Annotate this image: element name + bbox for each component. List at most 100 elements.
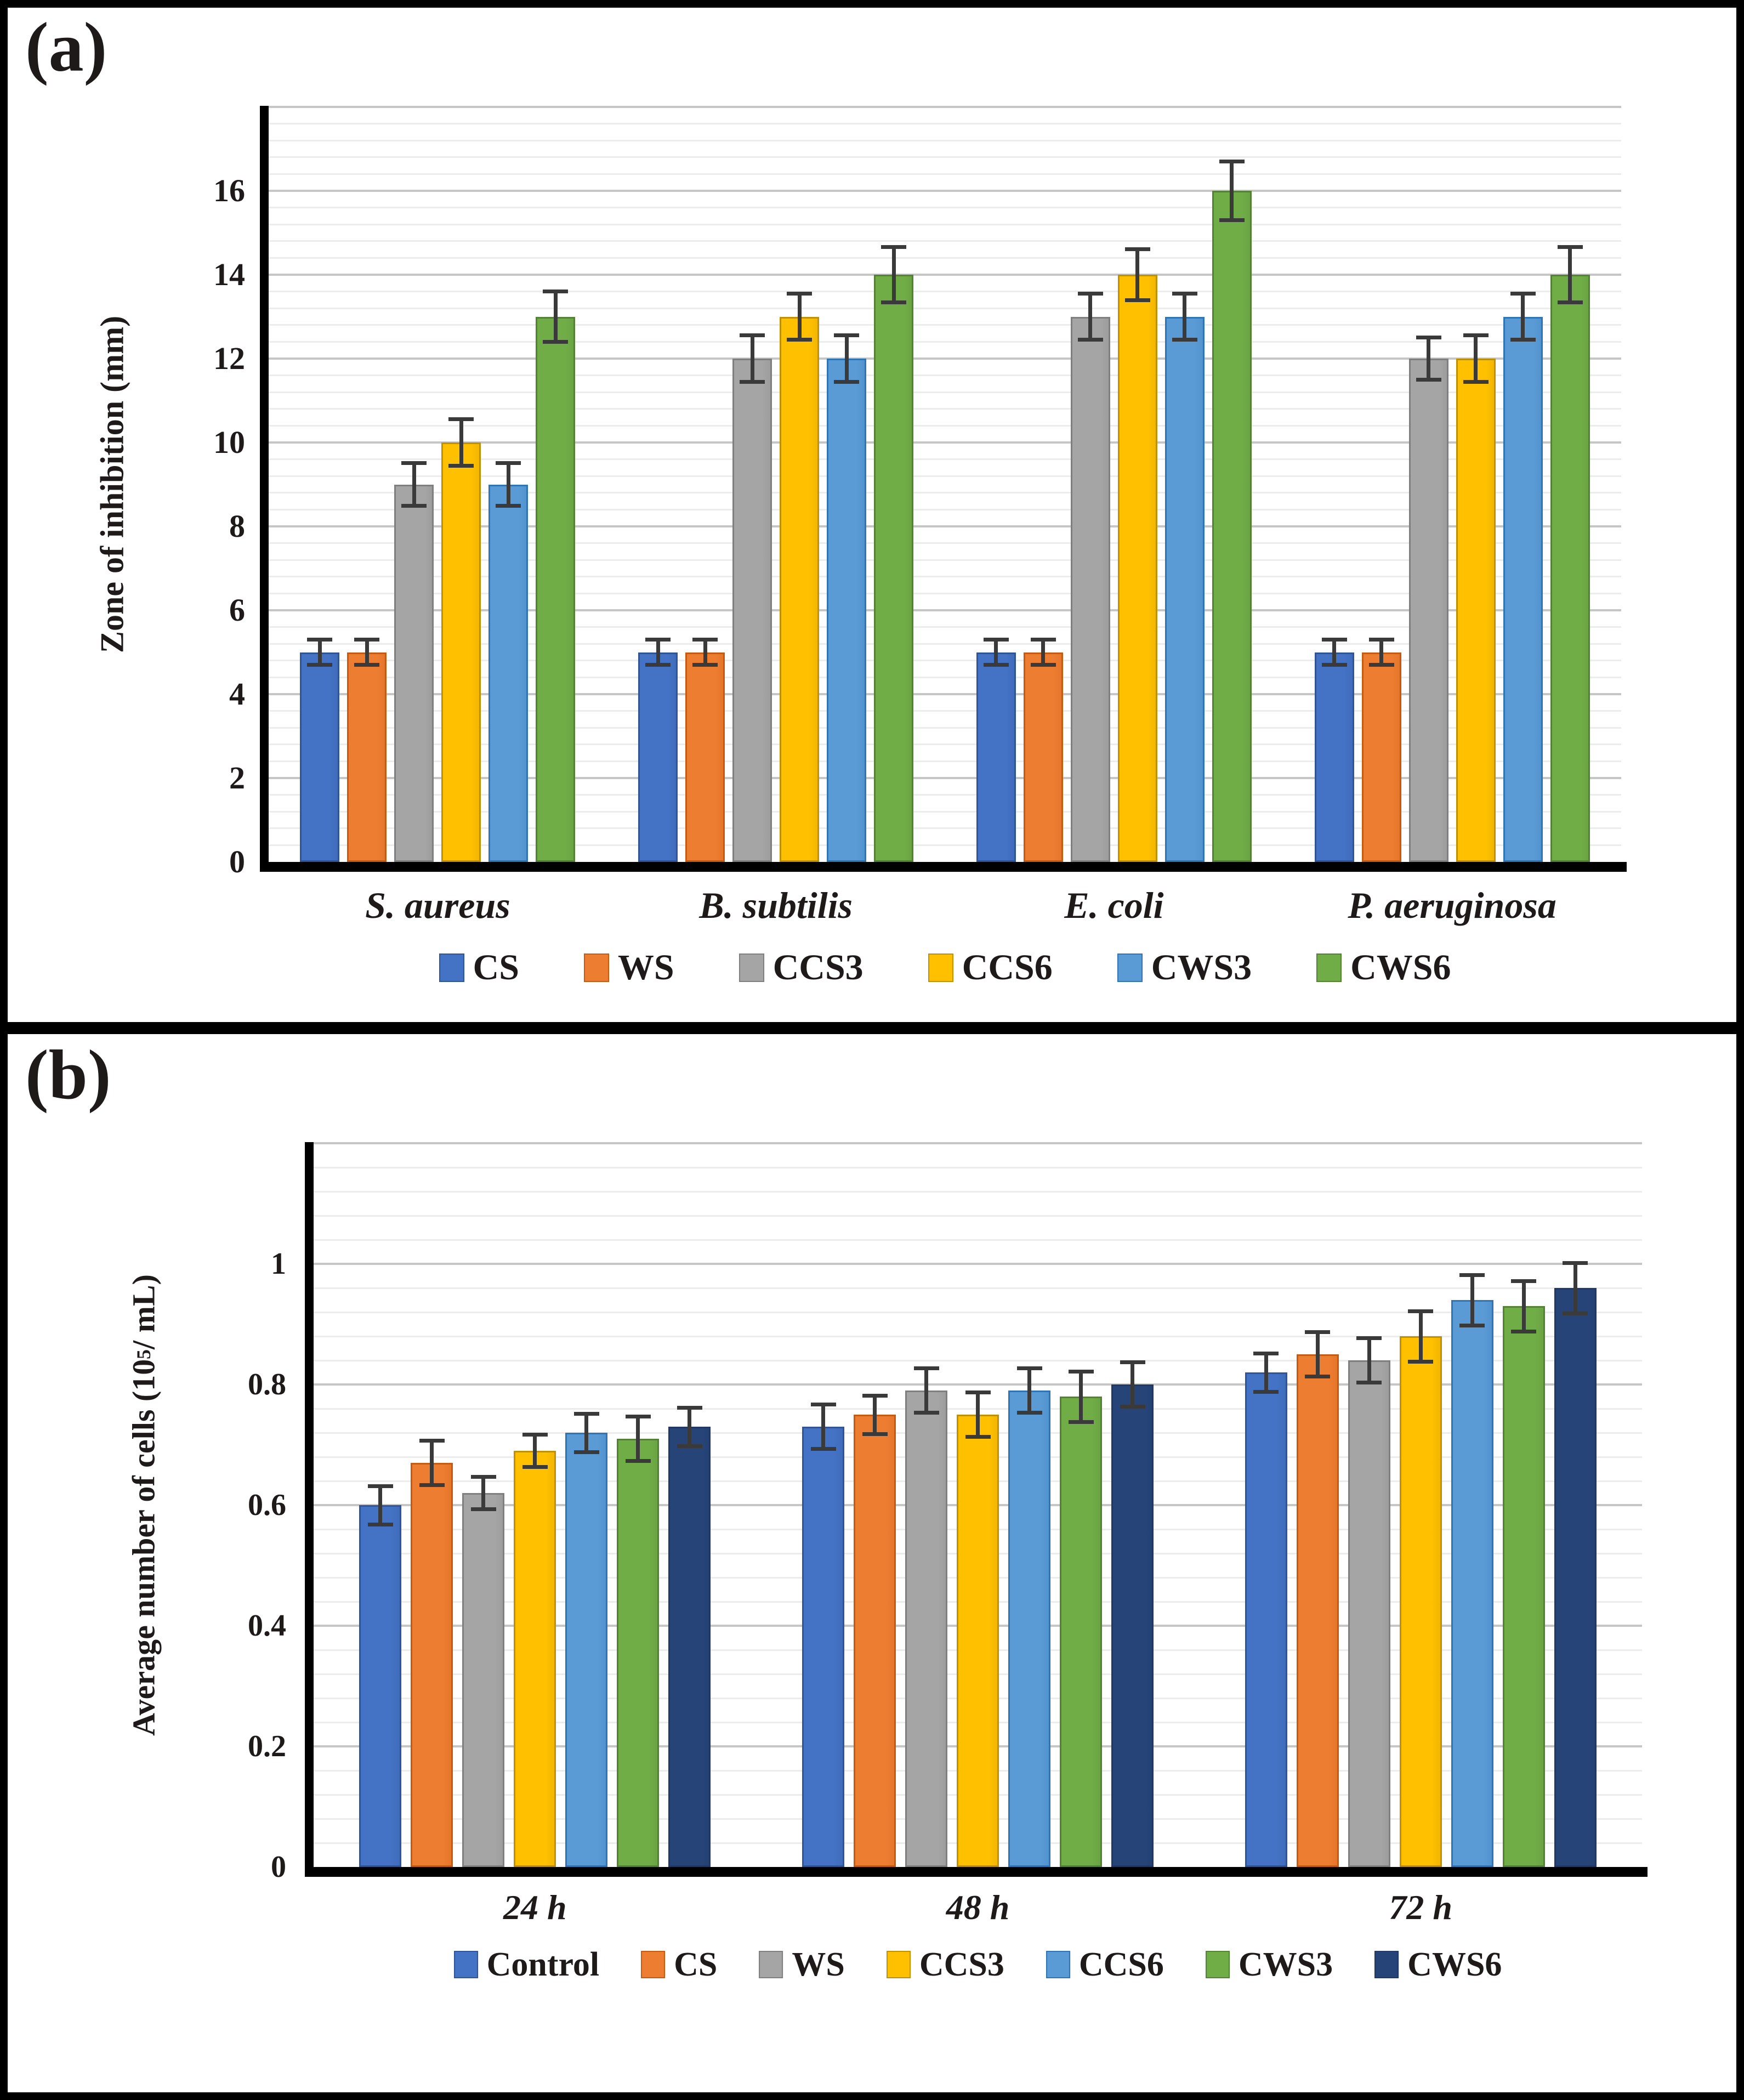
error-bar-cs-72-h [1305,1330,1331,1378]
gridline-minor [314,1335,1642,1337]
gridline-minor [269,340,1621,343]
bar-ws-b-subtilis [685,652,725,862]
y-axis-title: Zone of inhibition (mm) [94,315,130,654]
legend-swatch-cws6 [1374,1951,1399,1978]
bar-cws3-b-subtilis [827,359,867,862]
error-bar-ccs6-s-aureus [448,417,474,468]
y-axis-tick-label: 14 [213,257,245,292]
error-bar-ccs6-p-aeruginosa [1463,333,1489,384]
error-bar-cap-bottom [881,300,907,304]
error-bar-cap-bottom [401,503,427,508]
gridline-minor [269,542,1621,544]
legend-label-cws3: CWS3 [1238,1946,1333,1983]
error-bar-stem [1079,1369,1083,1424]
gridline-major [269,525,1621,527]
bar-cws6-48-h [1111,1384,1154,1867]
bar-ccs3-s-aureus [394,484,434,862]
y-axis-tick-label: 10 [213,424,245,460]
x-category-label-p-aeruginosa: P. aeruginosa [1348,884,1556,926]
legend-label-ccs6: CCS6 [962,947,1053,987]
y-axis-tick-label: 16 [213,173,245,208]
gridline-minor [269,123,1621,125]
error-bar-stem [459,417,463,468]
error-bar-ws-s-aureus [354,637,380,667]
error-bar-stem [688,1405,692,1448]
error-bar-stem [1041,637,1046,667]
bar-control-72-h [1245,1372,1287,1867]
error-bar-cap-bottom [1368,663,1394,667]
legend-swatch-cs [439,953,464,982]
error-bar-stem [976,1390,980,1439]
gridline-minor [269,508,1621,510]
error-bar-cap-bottom [1510,338,1536,342]
bar-ccs6-b-subtilis [780,316,820,862]
error-bar-stem [1230,159,1234,223]
error-bar-cs-p-aeruginosa [1321,637,1347,667]
bar-cws3-e-coli [1164,316,1205,862]
panel-divider [0,1022,1744,1034]
error-bar-cap-bottom [573,1450,599,1454]
error-bar-stem [1379,637,1384,667]
legend-label-cws6: CWS6 [1407,1946,1502,1983]
gridline-minor [269,156,1621,158]
error-bar-cap-top [448,417,474,422]
gridline-minor [269,223,1621,225]
error-bar-cap-top [834,333,860,338]
legend-label-ccs6: CCS6 [1078,1946,1164,1983]
error-bar-stem [1418,1309,1423,1364]
y-axis-tick-label: 0.4 [248,1609,286,1643]
error-bar-cap-bottom [1219,218,1245,223]
error-bar-stem [1088,291,1093,342]
error-bar-cap-bottom [448,463,474,468]
error-bar-cws6-b-subtilis [881,245,907,304]
error-bar-ws-24-h [470,1475,496,1511]
error-bar-ccs6-b-subtilis [787,291,813,342]
error-bar-cap-top [419,1439,445,1443]
bar-ccs6-48-h [1008,1390,1050,1867]
gridline-minor [269,307,1621,309]
bar-ws-48-h [905,1390,947,1867]
error-bar-cws3-e-coli [1172,291,1197,342]
gridline-minor [269,643,1621,645]
gridline-major [269,357,1621,360]
gridline-minor [314,1166,1642,1168]
gridline-minor [269,257,1621,259]
error-bar-ccs3-b-subtilis [740,333,765,384]
error-bar-cap-bottom [862,1432,888,1436]
error-bar-cap-top [1408,1309,1434,1313]
error-bar-cap-top [307,637,333,642]
error-bar-stem [1470,1273,1474,1327]
bar-cs-48-h [854,1415,896,1867]
gridline-major [314,1263,1642,1265]
error-bar-stem [844,333,849,384]
x-axis-line [260,862,1627,872]
error-bar-cws6-p-aeruginosa [1557,245,1583,304]
bar-control-24-h [359,1505,402,1867]
error-bar-cap-bottom [965,1435,991,1439]
gridline-minor [269,626,1621,628]
bar-cs-s-aureus [300,652,340,862]
error-bar-stem [1521,1279,1526,1333]
gridline-minor [314,1239,1642,1241]
error-bar-cap-top [1172,291,1197,296]
gridline-minor [269,374,1621,377]
x-axis-line [305,1867,1648,1877]
gridline-minor [269,240,1621,242]
gridline-minor [269,743,1621,746]
error-bar-cap-bottom [307,663,333,667]
error-bar-cap-bottom [1068,1420,1094,1424]
error-bar-cap-top [913,1366,939,1370]
error-bar-cap-top [1563,1261,1588,1265]
legend-swatch-cws3 [1117,953,1143,982]
error-bar-cap-bottom [419,1483,445,1487]
error-bar-ccs6-e-coli [1124,247,1150,302]
legend-item-cws3: CWS3 [1205,1946,1333,1983]
bar-control-48-h [802,1427,844,1867]
gridline-major [269,441,1621,444]
gridline-major [314,1142,1642,1144]
gridline-minor [269,760,1621,762]
error-bar-cs-b-subtilis [645,637,671,667]
legend-item-ws: WS [583,950,674,986]
x-category-label-s-aureus: S. aureus [365,884,510,926]
